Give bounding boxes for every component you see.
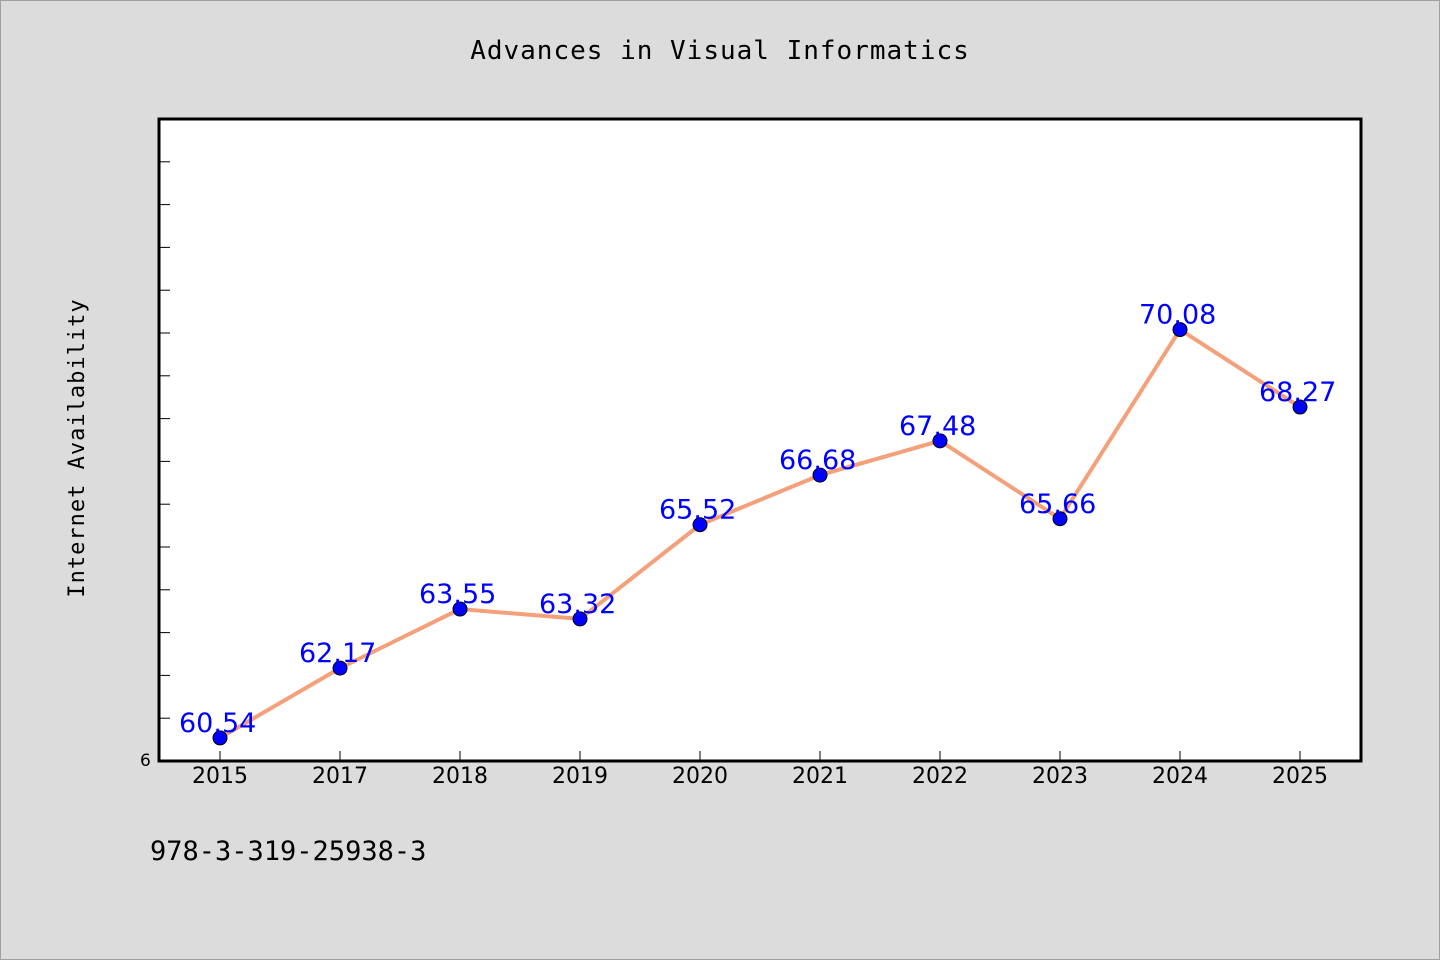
x-tick-label: 2020 [672, 764, 728, 789]
data-point [692, 517, 708, 533]
x-tick-label: 2019 [552, 764, 608, 789]
data-point [932, 433, 948, 449]
data-label: 63.32 [539, 589, 616, 620]
footer-code: 978-3-319-25938-3 [150, 836, 427, 867]
x-tick-label: 2025 [1272, 764, 1328, 789]
data-label: 70.08 [1139, 300, 1216, 331]
x-tick-label: 2018 [432, 764, 488, 789]
series-line-group [218, 327, 1302, 740]
data-label: 66.68 [779, 445, 856, 476]
data-label: 67.48 [899, 411, 976, 442]
data-label: 65.52 [659, 495, 736, 526]
data-point [1292, 399, 1308, 415]
y-axis-label: Internet Availability [65, 298, 90, 597]
data-label: 65.66 [1019, 489, 1096, 520]
x-tick-label: 2022 [912, 764, 968, 789]
data-point [332, 660, 348, 676]
data-point [572, 611, 588, 627]
data-label: 63.55 [419, 579, 496, 610]
x-tick-label: 2017 [312, 764, 368, 789]
data-point [812, 467, 828, 483]
data-point [452, 601, 468, 617]
data-point [1052, 511, 1068, 527]
x-tick-label: 2021 [792, 764, 848, 789]
x-tick-label: 2024 [1152, 764, 1208, 789]
y-tick-label: 6 [140, 751, 151, 771]
data-labels: 60.54 62.17 63.55 63.32 65.52 66.68 67.48 65.66… [179, 300, 1336, 739]
data-label: 60.54 [179, 708, 256, 739]
x-axis-ticks: 2015 2017 2018 2019 2020 2021 2022 2023 2024 2025 [192, 751, 1328, 789]
x-tick-label: 2015 [192, 764, 248, 789]
chart-title: Advances in Visual Informatics [470, 36, 970, 66]
plot-area [157, 117, 1363, 763]
data-label: 62.17 [299, 638, 376, 669]
data-point [1172, 322, 1188, 338]
data-label: 68.27 [1259, 377, 1336, 408]
x-tick-label: 2023 [1032, 764, 1088, 789]
series-line [218, 327, 1302, 740]
series-markers [212, 322, 1308, 746]
y-axis-ticks [159, 161, 170, 719]
data-point [212, 730, 228, 746]
